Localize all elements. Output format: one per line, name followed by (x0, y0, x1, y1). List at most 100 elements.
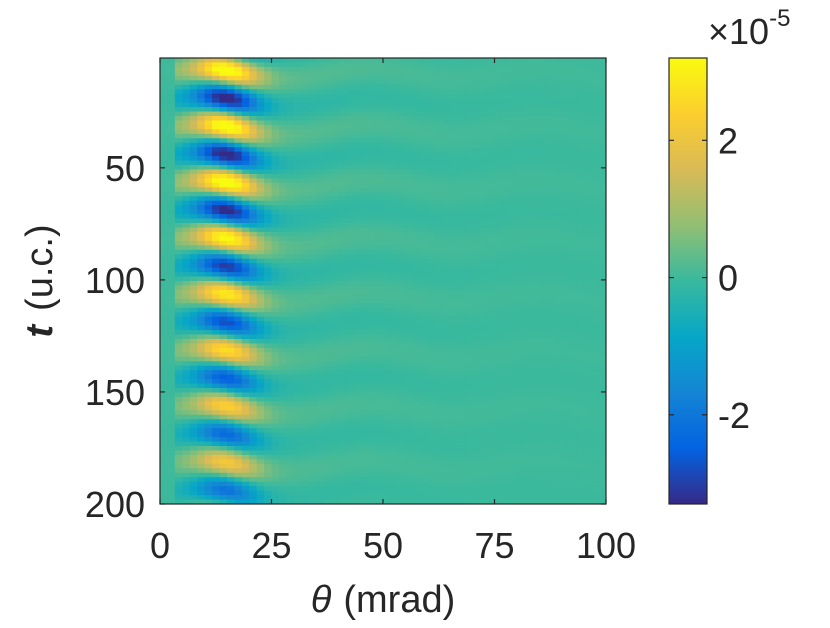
heatmap-cell (524, 281, 532, 286)
heatmap-cell (175, 210, 183, 215)
heatmap-cell (532, 419, 540, 424)
heatmap-cell (264, 326, 272, 331)
heatmap-cell (569, 147, 577, 152)
heatmap-cell (160, 76, 168, 81)
heatmap-cell (383, 76, 391, 81)
heatmap-cell (205, 232, 213, 237)
heatmap-cell (309, 285, 317, 290)
heatmap-cell (465, 379, 473, 384)
heatmap-cell (561, 285, 569, 290)
heatmap-cell (413, 187, 421, 192)
heatmap-cell (576, 165, 584, 170)
heatmap-cell (227, 401, 235, 406)
heatmap-cell (346, 290, 354, 295)
heatmap-cell (227, 397, 235, 402)
heatmap-cell (398, 370, 406, 375)
heatmap-cell (331, 343, 339, 348)
heatmap-cell (279, 348, 287, 353)
heatmap-cell (561, 366, 569, 371)
heatmap-cell (420, 245, 428, 250)
heatmap-cell (554, 94, 562, 99)
heatmap-cell (539, 62, 547, 67)
heatmap-cell (584, 410, 592, 415)
heatmap-cell (264, 272, 272, 277)
heatmap-cell (584, 335, 592, 340)
heatmap-cell (442, 94, 450, 99)
heatmap-cell (569, 89, 577, 94)
heatmap-cell (286, 187, 294, 192)
heatmap-cell (383, 201, 391, 206)
heatmap-cell (502, 254, 510, 259)
heatmap-cell (316, 201, 324, 206)
heatmap-cell (576, 120, 584, 125)
heatmap-cell (190, 397, 198, 402)
heatmap-cell (554, 245, 562, 250)
heatmap-cell (435, 259, 443, 264)
heatmap-cell (167, 67, 175, 72)
heatmap-cell (279, 366, 287, 371)
heatmap-cell (487, 98, 495, 103)
heatmap-cell (376, 393, 384, 398)
heatmap-cell (457, 281, 465, 286)
heatmap-cell (457, 187, 465, 192)
heatmap-cell (502, 272, 510, 277)
heatmap-cell (398, 62, 406, 67)
heatmap-cell (167, 223, 175, 228)
heatmap-cell (205, 250, 213, 255)
heatmap-cell (383, 107, 391, 112)
heatmap-cell (286, 76, 294, 81)
heatmap-cell (227, 268, 235, 273)
heatmap-cell (272, 312, 280, 317)
heatmap-cell (338, 294, 346, 299)
heatmap-cell (286, 214, 294, 219)
heatmap-cell (353, 205, 361, 210)
heatmap-cell (264, 348, 272, 353)
heatmap-cell (316, 183, 324, 188)
heatmap-cell (547, 187, 555, 192)
heatmap-cell (257, 192, 265, 197)
heatmap-cell (405, 134, 413, 139)
heatmap-cell (227, 219, 235, 224)
heatmap-cell (509, 348, 517, 353)
heatmap-cell (205, 120, 213, 125)
heatmap-cell (509, 134, 517, 139)
heatmap-cell (509, 187, 517, 192)
heatmap-cell (338, 312, 346, 317)
heatmap-cell (182, 241, 190, 246)
heatmap-cell (212, 308, 220, 313)
heatmap-cell (219, 98, 227, 103)
heatmap-cell (205, 348, 213, 353)
heatmap-cell (376, 241, 384, 246)
heatmap-cell (405, 129, 413, 134)
heatmap-cell (167, 165, 175, 170)
heatmap-cell (435, 281, 443, 286)
heatmap-cell (167, 134, 175, 139)
heatmap-cell (368, 281, 376, 286)
heatmap-cell (428, 245, 436, 250)
heatmap-cell (353, 103, 361, 108)
heatmap-cell (599, 401, 607, 406)
heatmap-cell (190, 294, 198, 299)
heatmap-cell (405, 201, 413, 206)
heatmap-cell (316, 294, 324, 299)
heatmap-cell (524, 303, 532, 308)
heatmap-cell (353, 152, 361, 157)
heatmap-cell (294, 147, 302, 152)
heatmap-cell (472, 107, 480, 112)
heatmap-cell (576, 67, 584, 72)
heatmap-cell (160, 98, 168, 103)
heatmap-cell (272, 134, 280, 139)
heatmap-cell (465, 178, 473, 183)
heatmap-cell (301, 254, 309, 259)
heatmap-cell (309, 161, 317, 166)
heatmap-cell (324, 125, 332, 130)
heatmap-cell (428, 80, 436, 85)
heatmap-cell (316, 58, 324, 63)
heatmap-cell (286, 308, 294, 313)
heatmap-cell (517, 223, 525, 228)
heatmap-cell (435, 165, 443, 170)
heatmap-cell (324, 290, 332, 295)
heatmap-cell (495, 406, 503, 411)
heatmap-cell (495, 201, 503, 206)
heatmap-cell (584, 103, 592, 108)
